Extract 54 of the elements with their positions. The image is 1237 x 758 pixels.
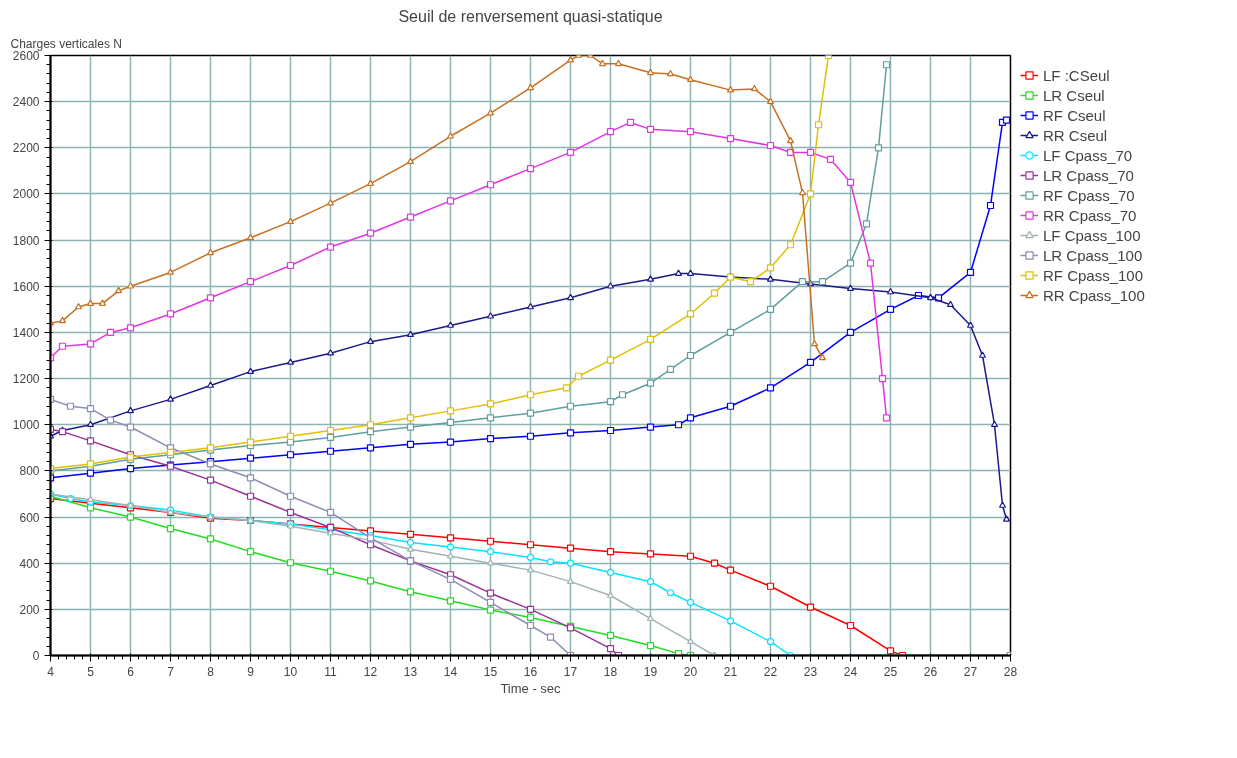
legend-label: LF :CSeul bbox=[1043, 66, 1110, 84]
x-tick-label: 8 bbox=[207, 664, 215, 679]
x-tick-label: 22 bbox=[763, 664, 778, 679]
x-tick-label: 6 bbox=[127, 664, 135, 679]
x-tick-label: 9 bbox=[247, 664, 255, 679]
y-tick-label: 200 bbox=[19, 602, 40, 617]
x-tick-label: 7 bbox=[167, 664, 175, 679]
y-tick-label: 0 bbox=[32, 649, 40, 663]
legend-label: RF Cpass_70 bbox=[1043, 186, 1135, 204]
legend-label: LR Cpass_70 bbox=[1043, 166, 1134, 184]
y-axis-title: Charges verticales N bbox=[10, 36, 122, 51]
x-tick-label: 11 bbox=[324, 664, 338, 679]
y-tick-label: 600 bbox=[19, 510, 40, 525]
y-tick-label: 400 bbox=[19, 556, 40, 571]
x-tick-label: 25 bbox=[883, 664, 898, 679]
x-axis-title: Time - sec bbox=[500, 680, 562, 696]
x-tick-label: 17 bbox=[563, 664, 578, 679]
legend-label: RR Cseul bbox=[1043, 126, 1108, 144]
y-tick-label: 800 bbox=[19, 464, 40, 479]
legend-label: LF Cpass_70 bbox=[1043, 146, 1133, 164]
x-tick-label: 28 bbox=[1003, 664, 1018, 679]
legend-label: LF Cpass_100 bbox=[1043, 226, 1141, 244]
y-tick-label: 1200 bbox=[12, 372, 40, 387]
legend-label: LR Cpass_100 bbox=[1043, 246, 1143, 264]
x-tick-label: 15 bbox=[483, 664, 498, 679]
y-tick-label: 1800 bbox=[12, 233, 40, 248]
y-tick-label: 2400 bbox=[12, 95, 40, 110]
x-tick-label: 16 bbox=[523, 664, 538, 679]
x-tick-label: 27 bbox=[963, 664, 978, 679]
x-tick-label: 5 bbox=[87, 664, 95, 679]
x-tick-label: 4 bbox=[47, 664, 55, 679]
legend-label: RF Cpass_100 bbox=[1043, 266, 1144, 284]
x-tick-label: 21 bbox=[723, 664, 738, 679]
x-tick-label: 14 bbox=[443, 664, 458, 679]
y-tick-label: 1600 bbox=[12, 279, 40, 294]
x-tick-label: 23 bbox=[803, 664, 818, 679]
y-tick-label: 2600 bbox=[12, 49, 40, 63]
legend-label: RR Cpass_100 bbox=[1043, 286, 1145, 304]
x-tick-label: 19 bbox=[643, 664, 658, 679]
y-tick-label: 1400 bbox=[12, 325, 40, 340]
x-tick-label: 12 bbox=[363, 664, 378, 679]
x-tick-label: 26 bbox=[923, 664, 938, 679]
x-tick-label: 18 bbox=[603, 664, 618, 679]
chart-title: Seuil de renversement quasi-statique bbox=[398, 7, 663, 25]
y-tick-label: 2200 bbox=[12, 141, 40, 156]
y-tick-label: 2000 bbox=[12, 187, 40, 202]
x-tick-label: 24 bbox=[843, 664, 858, 679]
x-tick-label: 20 bbox=[683, 664, 698, 679]
y-tick-label: 1000 bbox=[12, 418, 40, 433]
legend-label: RF Cseul bbox=[1043, 106, 1106, 124]
x-tick-label: 10 bbox=[283, 664, 298, 679]
x-tick-label: 13 bbox=[403, 664, 418, 679]
legend-label: LR Cseul bbox=[1043, 86, 1105, 104]
legend-label: RR Cpass_70 bbox=[1043, 206, 1137, 224]
